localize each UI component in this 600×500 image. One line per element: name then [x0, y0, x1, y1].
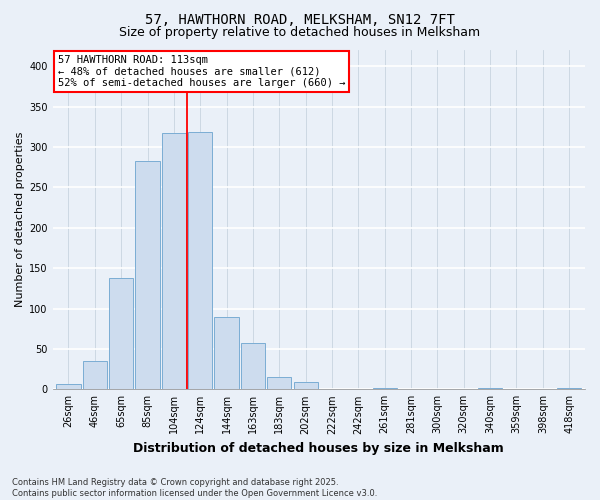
Bar: [267, 377, 292, 390]
Text: 57, HAWTHORN ROAD, MELKSHAM, SN12 7FT: 57, HAWTHORN ROAD, MELKSHAM, SN12 7FT: [145, 12, 455, 26]
Bar: [109, 278, 133, 390]
Bar: [83, 361, 107, 390]
Bar: [162, 133, 186, 390]
Bar: [136, 160, 160, 390]
Text: Contains HM Land Registry data © Crown copyright and database right 2025.
Contai: Contains HM Land Registry data © Crown c…: [12, 478, 377, 498]
Bar: [557, 388, 581, 390]
Bar: [214, 316, 239, 390]
Bar: [373, 388, 397, 390]
Y-axis label: Number of detached properties: Number of detached properties: [15, 132, 25, 308]
Bar: [188, 132, 212, 390]
Bar: [293, 382, 318, 390]
X-axis label: Distribution of detached houses by size in Melksham: Distribution of detached houses by size …: [133, 442, 504, 455]
Bar: [241, 344, 265, 390]
Bar: [478, 388, 502, 390]
Text: Size of property relative to detached houses in Melksham: Size of property relative to detached ho…: [119, 26, 481, 39]
Text: 57 HAWTHORN ROAD: 113sqm
← 48% of detached houses are smaller (612)
52% of semi-: 57 HAWTHORN ROAD: 113sqm ← 48% of detach…: [58, 55, 346, 88]
Bar: [56, 384, 80, 390]
